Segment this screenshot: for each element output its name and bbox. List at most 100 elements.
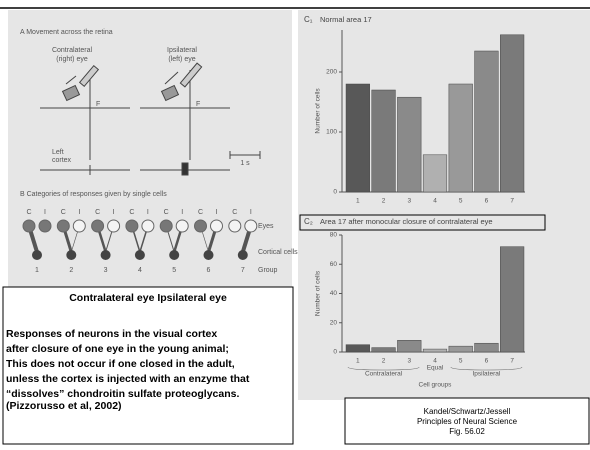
cortical-cell [66, 250, 76, 260]
x-tick-label: 3 [407, 198, 411, 205]
panel-title: A Movement across the retina [20, 29, 113, 36]
x-tick-label: 2 [382, 198, 386, 205]
bar [372, 348, 396, 352]
eye [23, 220, 35, 232]
x-axis-label: Cell groups [419, 382, 453, 389]
caption-line: unless the cortex is injected with an en… [6, 373, 250, 385]
bar [397, 340, 421, 352]
chart-label: C₁ [304, 15, 313, 24]
caption-heading: Contralateral eye Ipsilateral eye [69, 292, 227, 304]
x-tick-label: 7 [510, 358, 514, 365]
group-label: 2 [69, 267, 73, 274]
cortical-cell [238, 250, 248, 260]
eye [142, 220, 154, 232]
label: Ipsilateral [167, 47, 197, 54]
eye-label: C [26, 209, 31, 216]
page: {"slide":{ "panel_a":{"title":"A Movemen… [0, 0, 590, 445]
eye-label: C [61, 209, 66, 216]
cortical-cell [169, 250, 179, 260]
group-label: 5 [172, 267, 176, 274]
bar [449, 84, 473, 192]
eye [245, 220, 257, 232]
caption-line: Responses of neurons in the visual corte… [6, 328, 217, 340]
x-tick-label: 1 [356, 358, 360, 365]
chart-label: C₂ [304, 217, 313, 226]
y-tick-label: 0 [333, 349, 337, 356]
y-tick-label: 20 [330, 319, 338, 326]
credit: Fig. 56.02 [449, 427, 485, 436]
x-tick-label: 6 [485, 358, 489, 365]
x-tick-label: 3 [407, 358, 411, 365]
bar [500, 247, 524, 352]
label: (left) eye [168, 56, 195, 63]
x-tick-label: 2 [382, 358, 386, 365]
eye-label: I [113, 209, 115, 216]
eye-label: I [44, 209, 46, 216]
bar [475, 51, 499, 192]
eye [108, 220, 120, 232]
x-tick-label: 6 [485, 198, 489, 205]
caption-line: This does not occur if one closed in the… [6, 358, 235, 370]
eye-label: I [181, 209, 183, 216]
cortical-cell [135, 250, 145, 260]
bar [423, 155, 447, 192]
eye-label: I [250, 209, 252, 216]
figure-left [8, 10, 292, 290]
label: Eyes [258, 223, 274, 230]
eye [92, 220, 104, 232]
eye-label: C [164, 209, 169, 216]
group-label: 7 [241, 267, 245, 274]
y-axis-label: Number of cells [315, 270, 322, 316]
caption-line: “dissolves” chondroitin sulfate proteogl… [6, 388, 239, 400]
group-label: 3 [104, 267, 108, 274]
x-tick-label: 1 [356, 198, 360, 205]
cortical-cell [204, 250, 214, 260]
y-axis-label: Number of cells [315, 88, 322, 134]
eye [57, 220, 69, 232]
y-tick-label: 0 [333, 189, 337, 196]
eye [39, 220, 51, 232]
y-tick-label: 200 [326, 69, 337, 76]
label: (right) eye [56, 56, 88, 63]
label: F [196, 101, 200, 108]
group-label: Contralateral [365, 371, 403, 378]
y-tick-label: 100 [326, 129, 337, 136]
x-tick-label: 5 [459, 198, 463, 205]
eye [195, 220, 207, 232]
citation: (Pizzorusso et al, 2002) [6, 400, 122, 412]
credit: Kandel/Schwartz/Jessell [424, 407, 511, 416]
x-tick-label: 7 [510, 198, 514, 205]
bar [346, 345, 370, 352]
cortical-cell [101, 250, 111, 260]
label: Contralateral [52, 47, 93, 54]
x-tick-label: 5 [459, 358, 463, 365]
label: Left [52, 149, 64, 156]
group-label: 4 [138, 267, 142, 274]
eye [229, 220, 241, 232]
y-tick-label: 40 [330, 290, 338, 297]
y-tick-label: 80 [330, 232, 338, 239]
bar [397, 97, 421, 192]
label: 1 s [240, 160, 250, 167]
group-label: Ipsilateral [473, 371, 501, 378]
panel-title: B Categories of responses given by singl… [20, 191, 167, 198]
label: Group [258, 267, 278, 274]
eye-label: C [129, 209, 134, 216]
x-tick-label: 4 [433, 198, 437, 205]
eye [73, 220, 85, 232]
slide: A Movement across the retina Contralater… [0, 0, 590, 445]
bar [423, 349, 447, 352]
bar [372, 90, 396, 192]
chart-title: Normal area 17 [320, 15, 372, 24]
eye [126, 220, 138, 232]
eye-label: I [216, 209, 218, 216]
bar [475, 343, 499, 352]
group-label: 6 [207, 267, 211, 274]
cortical-cell [32, 250, 42, 260]
eye-label: I [147, 209, 149, 216]
eye-label: C [232, 209, 237, 216]
x-tick-label: 4 [433, 358, 437, 365]
eye [211, 220, 223, 232]
label: Cortical cells [258, 249, 298, 256]
eye-label: C [198, 209, 203, 216]
